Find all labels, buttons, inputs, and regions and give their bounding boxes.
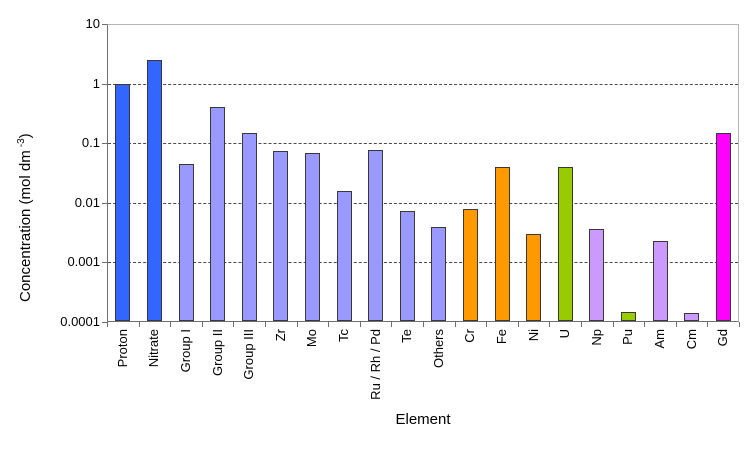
x-tick-label-np: Np	[589, 329, 604, 346]
bar-group-ii	[210, 107, 225, 321]
x-tick-label-ru-rh-pd: Ru / Rh / Pd	[368, 329, 383, 400]
x-tick-label-cm: Cm	[684, 329, 699, 350]
bar-cr	[463, 209, 478, 321]
x-tick-label-mo: Mo	[304, 329, 319, 348]
bar-gd	[716, 133, 731, 321]
x-tick-mark	[265, 322, 266, 327]
bar-tc	[337, 191, 352, 321]
x-axis-title: Element	[395, 411, 451, 428]
plot-area	[107, 24, 739, 322]
x-tick-label-gd: Gd	[715, 329, 730, 347]
bar-te	[400, 211, 415, 321]
bar-cm	[684, 313, 699, 321]
x-tick-mark	[107, 322, 108, 327]
x-tick-mark	[644, 322, 645, 327]
bar-nitrate	[147, 60, 162, 321]
x-tick-label-cr: Cr	[462, 329, 477, 343]
y-tick-mark	[102, 84, 107, 85]
bar-np	[589, 229, 604, 321]
bar-zr	[273, 151, 288, 321]
y-tick-mark	[102, 203, 107, 204]
x-tick-mark	[170, 322, 171, 327]
y-axis-title-close: )	[17, 133, 34, 139]
x-tick-label-tc: Tc	[336, 329, 351, 342]
gridline	[108, 262, 738, 263]
bar-am	[653, 241, 668, 321]
x-tick-label-ni: Ni	[526, 329, 541, 342]
y-tick-label: 0.1	[81, 135, 100, 150]
x-tick-mark	[455, 322, 456, 327]
x-tick-mark	[139, 322, 140, 327]
y-tick-mark	[102, 24, 107, 25]
x-tick-mark	[581, 322, 582, 327]
y-tick-mark	[102, 322, 107, 323]
x-tick-label-pu: Pu	[620, 329, 635, 345]
y-axis-title-exponent: -3	[16, 138, 27, 148]
y-tick-mark	[102, 143, 107, 144]
x-tick-label-am: Am	[652, 329, 667, 349]
x-tick-mark	[202, 322, 203, 327]
x-tick-label-proton: Proton	[115, 329, 130, 368]
gridline	[108, 143, 738, 144]
x-tick-label-zr: Zr	[273, 329, 288, 342]
bar-group-iii	[242, 133, 257, 321]
bar-fe	[495, 167, 510, 321]
x-tick-mark	[360, 322, 361, 327]
y-tick-label: 0.001	[67, 254, 100, 269]
x-tick-label-group-ii: Group II	[210, 329, 225, 376]
y-tick-label: 0.0001	[60, 314, 100, 329]
y-axis-title-text: Concentration (mol dm	[17, 150, 34, 302]
bar-ru-rh-pd	[368, 150, 383, 321]
x-tick-mark	[549, 322, 550, 327]
x-tick-mark	[613, 322, 614, 327]
bar-others	[431, 227, 446, 321]
bar-ni	[526, 234, 541, 321]
x-tick-label-te: Te	[399, 329, 414, 343]
bar-proton	[115, 84, 130, 321]
gridline	[108, 84, 738, 85]
x-tick-mark	[391, 322, 392, 327]
x-tick-mark	[518, 322, 519, 327]
x-tick-mark	[707, 322, 708, 327]
x-tick-mark	[423, 322, 424, 327]
y-tick-label: 0.01	[74, 195, 100, 210]
y-tick-label: 10	[85, 16, 100, 31]
x-tick-label-group-i: Group I	[178, 329, 193, 373]
y-axis-title: Concentration (mol dm -3)	[16, 133, 34, 302]
y-tick-label: 1	[92, 76, 100, 91]
x-tick-mark	[233, 322, 234, 327]
x-tick-label-fe: Fe	[494, 329, 509, 345]
x-tick-mark	[328, 322, 329, 327]
x-tick-mark	[676, 322, 677, 327]
x-tick-mark	[739, 322, 740, 327]
bar-group-i	[179, 164, 194, 321]
x-tick-label-u: U	[557, 329, 572, 339]
x-tick-mark	[297, 322, 298, 327]
bar-u	[558, 167, 573, 321]
gridline	[108, 203, 738, 204]
x-tick-label-group-iii: Group III	[241, 329, 256, 380]
bar-pu	[621, 312, 636, 321]
bar-mo	[305, 153, 320, 321]
x-tick-mark	[486, 322, 487, 327]
y-tick-mark	[102, 262, 107, 263]
x-tick-label-others: Others	[431, 329, 446, 369]
x-tick-label-nitrate: Nitrate	[146, 329, 161, 368]
